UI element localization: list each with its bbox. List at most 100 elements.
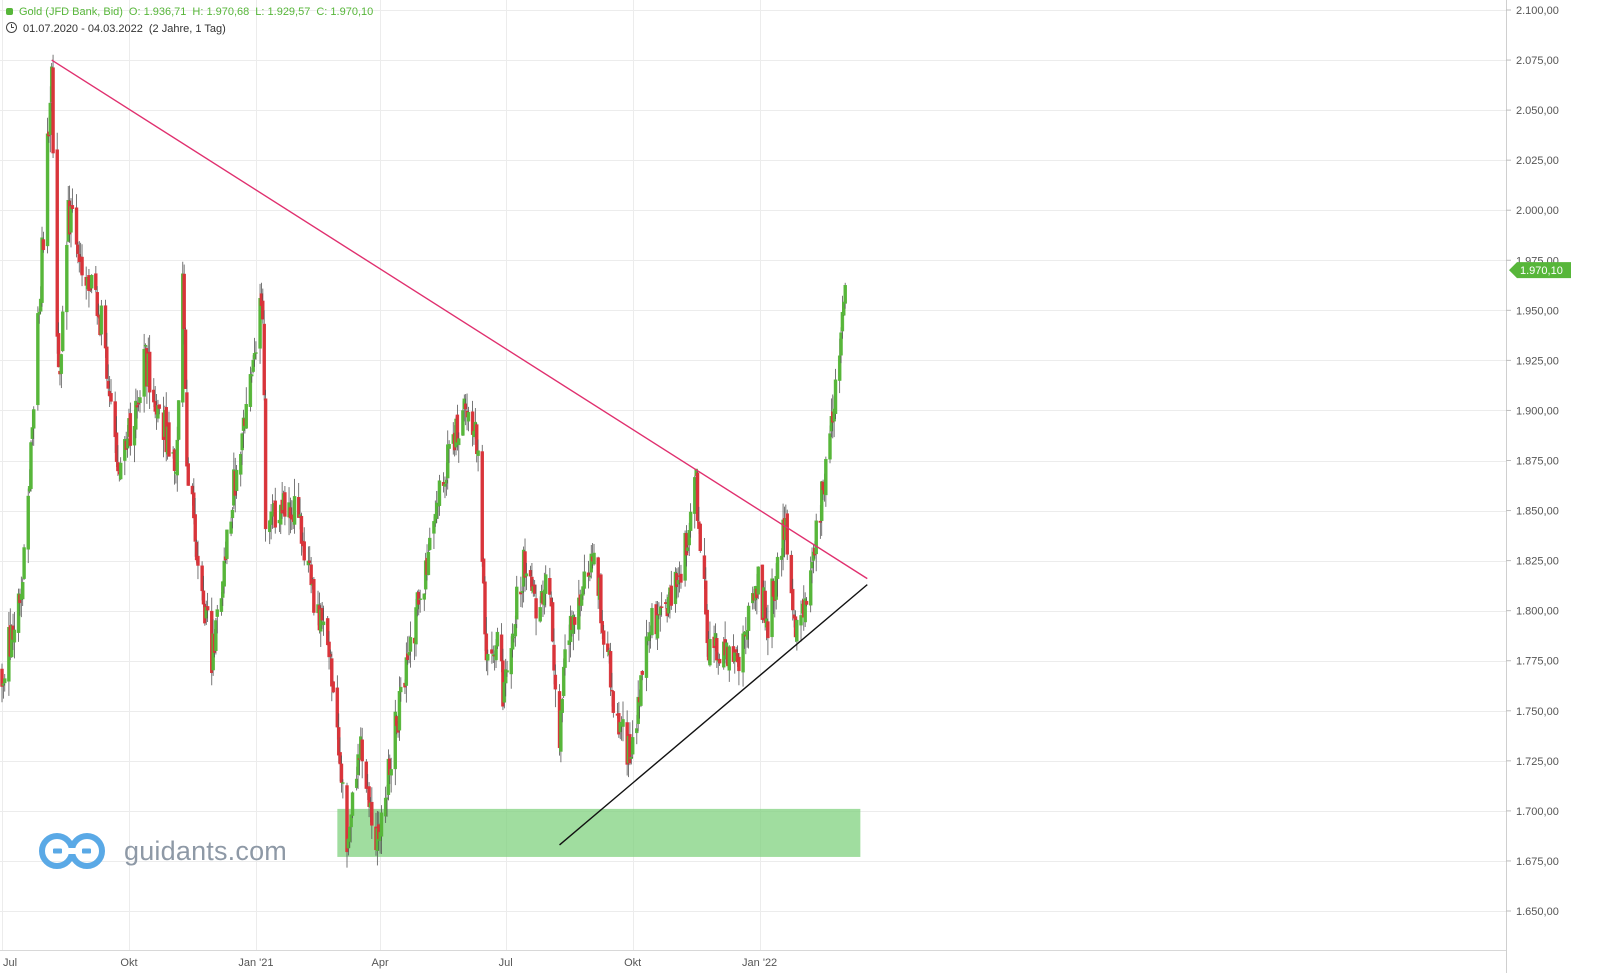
candle — [105, 332, 109, 389]
candle — [61, 305, 65, 353]
ascending-trendline[interactable] — [559, 584, 868, 846]
candle-body — [45, 133, 50, 247]
candle — [94, 265, 98, 293]
candle-body — [327, 641, 331, 658]
candle-body — [426, 551, 431, 576]
candle-body — [659, 606, 664, 608]
candle — [263, 389, 268, 542]
candle — [99, 299, 104, 346]
candle-body — [611, 691, 616, 713]
candle — [573, 614, 577, 634]
price-axis[interactable]: 1.650,00 1.675,00 1.700,00 1.725,00 1.750,00… — [1506, 5, 1559, 918]
candle-body — [56, 333, 61, 368]
candle — [186, 457, 191, 486]
candle — [437, 474, 442, 516]
candle-body — [22, 547, 26, 579]
candle-body — [147, 351, 152, 393]
descending-trendline[interactable] — [51, 59, 868, 580]
candle-body — [234, 469, 239, 492]
candle-body — [799, 615, 803, 626]
candle — [495, 627, 500, 650]
candle — [447, 440, 451, 464]
candle-body — [143, 344, 148, 347]
candle-body — [756, 566, 760, 595]
candle-body — [399, 686, 403, 693]
candle — [803, 592, 807, 627]
candle-body — [193, 514, 197, 542]
candle-body — [109, 393, 113, 402]
candle-body — [803, 598, 807, 623]
y-tick-label: 1.900,00 — [1516, 405, 1559, 417]
candle — [56, 322, 61, 368]
candle-body — [785, 513, 789, 555]
candle — [513, 615, 518, 647]
candle-body — [480, 451, 484, 562]
candle — [29, 440, 33, 492]
y-tick-label: 1.750,00 — [1516, 706, 1559, 718]
candle-body — [534, 598, 538, 619]
candle — [3, 674, 7, 692]
y-tick-label: 1.775,00 — [1516, 656, 1559, 668]
candle — [601, 625, 606, 659]
candle-body — [254, 352, 258, 354]
candle-body — [582, 571, 587, 589]
last-price-label: 1.970,10 — [1520, 265, 1563, 277]
y-tick-label: 2.025,00 — [1516, 155, 1559, 167]
candle-body — [422, 593, 426, 600]
candle — [327, 631, 331, 670]
candle — [118, 457, 123, 481]
time-axis[interactable]: Jul Okt Jan '21 Apr Jul Okt Jan '22 — [0, 950, 1506, 970]
candle — [345, 782, 349, 868]
candle-body — [437, 480, 442, 506]
candle-body — [573, 617, 577, 625]
candle-body — [128, 413, 133, 446]
candle-body — [201, 590, 206, 605]
candle — [717, 653, 722, 666]
candle — [457, 432, 461, 463]
candle-body — [708, 639, 712, 666]
candle-body — [476, 450, 480, 456]
candle — [688, 503, 693, 538]
candle-body — [608, 651, 613, 688]
candle-body — [292, 496, 297, 525]
candle-body — [283, 492, 287, 517]
candle-body — [544, 574, 548, 594]
candle-body — [176, 400, 181, 440]
y-tick-label: 1.700,00 — [1516, 806, 1559, 818]
candle-body — [80, 256, 84, 276]
candle — [582, 554, 587, 595]
candle-body — [244, 404, 248, 429]
candle — [341, 779, 345, 799]
y-tick-label: 1.925,00 — [1516, 355, 1559, 367]
candle-body — [41, 239, 46, 251]
last-price-badge — [1509, 262, 1571, 279]
x-tick-label: Jan '22 — [742, 957, 777, 969]
candle-body — [261, 300, 265, 320]
y-tick-label: 1.675,00 — [1516, 856, 1559, 868]
instrument-legend[interactable]: Gold (JFD Bank, Bid) O: 1.936,71 H: 1.970,… — [6, 6, 379, 18]
x-tick-label: Jan '21 — [238, 957, 273, 969]
period-info[interactable]: 01.07.2020 - 04.03.2022 (2 Jahre, 1 Tag) — [6, 22, 232, 35]
candle — [196, 540, 200, 580]
candle-body — [370, 801, 374, 826]
candle-body — [560, 698, 564, 713]
candle — [59, 353, 64, 389]
candle — [22, 544, 26, 580]
candle — [630, 720, 635, 759]
candle-body — [393, 711, 397, 770]
candle-body — [182, 273, 186, 330]
candle — [659, 592, 664, 617]
candle — [128, 402, 133, 456]
brand-watermark: guidants.com — [38, 832, 287, 870]
candle — [428, 527, 432, 551]
candle-body — [175, 439, 179, 476]
candle-body — [839, 332, 843, 356]
candle — [560, 697, 564, 723]
candle-body — [3, 678, 7, 684]
candle — [70, 188, 75, 213]
candle-body — [183, 329, 188, 389]
candle — [650, 603, 654, 639]
candle — [785, 509, 789, 560]
candle — [331, 680, 335, 694]
